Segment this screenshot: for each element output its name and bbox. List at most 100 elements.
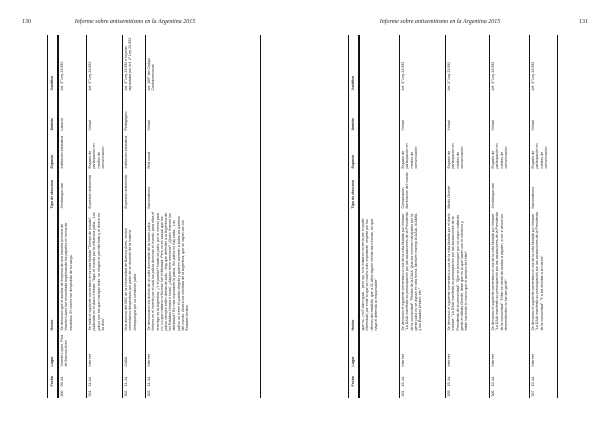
cell-fecha: 15-Jul	[491, 376, 496, 387]
cell-justifica: Art. 3° Ley 23.592 e Injurias agravadas …	[124, 36, 133, 91]
cell-espacio: Institución educativa	[124, 135, 129, 169]
header-hecho: Hecho	[50, 319, 55, 331]
cell-hecho: Se denunció el siguiente comentario a ra…	[401, 212, 422, 331]
table-row: 306 15-Jul Internet Se denunció el siguient…	[490, 35, 530, 398]
cell-hecho: Se denunció el siguiente comentario a ra…	[531, 212, 544, 331]
right-page: Informe sobre antisemitismo en la Argent…	[300, 0, 600, 435]
table-row: 301 11-Jul Internet Se halló el siguiente c…	[87, 35, 123, 398]
cell-hecho: que no, ¿no? claro igual... pero ojo, si…	[361, 218, 378, 331]
cell-ambito: Virtual	[401, 120, 406, 131]
cell-justifica	[360, 35, 399, 92]
cell-ambito: Virtual	[88, 120, 93, 131]
cell-espacio: Institución educativa	[60, 135, 65, 169]
cell-ambito: Laboral	[60, 118, 65, 131]
page-number: 130	[22, 19, 31, 25]
table-row: 300 09-Jul Vicente López, Pcia. de Buenos …	[59, 35, 87, 398]
cell-tipo-de-discurso	[360, 170, 399, 210]
cell-fecha: 15-Jul	[401, 376, 406, 387]
cell-espacio: Espacio de participación en medios de co…	[88, 143, 105, 169]
cell-lugar: Internet	[88, 354, 93, 367]
cell-fecha: 14-Jul	[124, 376, 129, 387]
cell-lugar: Internet	[531, 354, 536, 367]
cell-justifica: Art. 3° Ley 23.592.	[60, 60, 65, 91]
header-ambito: Ámbito	[50, 118, 55, 131]
rotated-table: Fecha Lugar Hecho Tipo de discurso Espacio Ám…	[348, 35, 558, 398]
cell-row-number: 302	[124, 390, 129, 397]
cell-fecha: 15-Jul	[531, 376, 536, 387]
cell-justifica: Art. 3° Ley 23.592	[531, 61, 536, 91]
header-lugar: Lugar	[50, 356, 55, 367]
header-lugar: Lugar	[351, 356, 356, 367]
cell-justifica: Art. 109° del Código Contravencional.	[147, 58, 156, 91]
cell-ambito: Pedagógico	[124, 111, 129, 131]
cell-hecho: Se denunció que el auxiliar de limpieza …	[60, 222, 73, 331]
header-tipo-de-discurso: Tipo de discurso	[50, 179, 55, 209]
cell-lugar: Vicente López, Pcia. de Buenos Aires	[60, 333, 69, 367]
running-title: Informe sobre antisemitismo en la Argent…	[74, 19, 196, 25]
cell-fecha: 14-Jul	[147, 376, 152, 387]
cell-espacio: Espacio de participación en medios de co…	[491, 143, 508, 169]
cell-espacio: Espacio de participación en medios de co…	[531, 143, 548, 169]
cell-justifica: Art. 3° Ley 23.592.	[88, 60, 93, 91]
cell-justifica: Art. 3° Ley 23.592	[401, 61, 406, 91]
header-hecho: Hecho	[351, 319, 356, 331]
cell-ambito: Virtual	[447, 120, 452, 131]
cell-tipo-de-discurso: Nacionalismo	[147, 186, 152, 209]
cell-fecha: 09-Jul	[60, 376, 65, 387]
table-row: que no, ¿no? claro igual... pero ojo, si…	[360, 35, 400, 398]
cell-ambito: Virtual	[531, 120, 536, 131]
cell-hecho: Se denunció el siguiente comentario a ra…	[447, 213, 468, 331]
cell-lugar: Internet	[491, 354, 496, 367]
cell-hecho: Una alumna del CBC de la Universidad de …	[124, 228, 137, 331]
page-number: 131	[579, 19, 588, 25]
cell-espacio: Espacio de participación en medios de co…	[447, 143, 464, 169]
table-header: Fecha Lugar Hecho Tipo de discurso Espacio Ám…	[47, 35, 59, 398]
cell-lugar: Internet	[447, 354, 452, 367]
header-espacio: Espacio	[50, 154, 55, 169]
header-espacio: Espacio	[351, 154, 356, 169]
cell-ambito	[360, 92, 399, 132]
cell-lugar: Internet	[147, 354, 152, 367]
cell-tipo-de-discurso: Nacionalismo	[531, 186, 536, 209]
running-title: Informe sobre antisemitismo en la Argent…	[379, 19, 501, 25]
header-row-number	[352, 388, 354, 398]
cell-row-number: 303	[147, 390, 152, 397]
table-row: 302 14-Jul CABA Una alumna del CBC de la Un…	[123, 35, 146, 398]
cell-ambito: Virtual	[147, 120, 152, 131]
cell-tipo-de-discurso: Medio Oriente	[447, 185, 452, 209]
cell-hecho: Se halló el siguiente comentario en la n…	[88, 212, 105, 331]
table-row: 304 15-Jul Internet Se denunció el siguient…	[400, 35, 446, 398]
cell-row-number: 304	[401, 390, 406, 397]
cell-lugar: Internet	[401, 354, 406, 367]
header-justifica: Justifica	[50, 75, 55, 91]
cell-tipo-de-discurso: Conspiración dominación del mundo	[401, 172, 410, 209]
header-justifica: Justifica	[351, 75, 356, 91]
cell-hecho: Se denunció el siguiente comentario a ra…	[491, 212, 508, 331]
header-ambito: Ámbito	[351, 118, 356, 131]
cell-espacio: Red social	[147, 151, 152, 169]
cell-row-number: 306	[491, 390, 496, 397]
cell-tipo-de-discurso: Simbología nazi	[491, 182, 496, 209]
header-fecha: Fecha	[50, 376, 55, 387]
cell-row-number: 301	[88, 390, 93, 397]
left-page: 130 Informe sobre antisemitismo en la Ar…	[22, 19, 261, 398]
header-tipo-de-discurso: Tipo de discurso	[351, 179, 356, 209]
cell-tipo-de-discurso: Expresión antisemita	[124, 175, 129, 209]
header-fecha: Fecha	[351, 376, 356, 387]
table-row: 303 14-Jul Internet Se denunciaron los dich…	[146, 35, 261, 398]
cell-espacio: Espacio de participación en medios de co…	[401, 143, 418, 169]
cell-fecha	[360, 368, 399, 388]
cell-ambito: Virtual	[491, 120, 496, 131]
cell-row-number: 300	[60, 390, 65, 397]
cell-justifica: Art. 3° Ley 23.592	[447, 61, 452, 91]
table-row: 305 15-Jul Internet Se denunció el siguient…	[446, 35, 490, 398]
cell-fecha: 11-Jul	[88, 376, 93, 387]
cell-tipo-de-discurso: Expresión antisemita	[88, 175, 93, 209]
table-row: 307 15-Jul Internet Se denunció el siguient…	[530, 35, 558, 398]
cell-fecha: 15-Jul	[447, 376, 452, 387]
header-row-number	[51, 388, 53, 398]
cell-lugar	[360, 332, 399, 368]
rotated-table: Fecha Lugar Hecho Tipo de discurso Espacio Ám…	[47, 35, 261, 398]
cell-hecho: Se denunciaron los dichos de un culto do…	[147, 211, 190, 331]
table-header: Fecha Lugar Hecho Tipo de discurso Espacio Ám…	[348, 35, 360, 398]
